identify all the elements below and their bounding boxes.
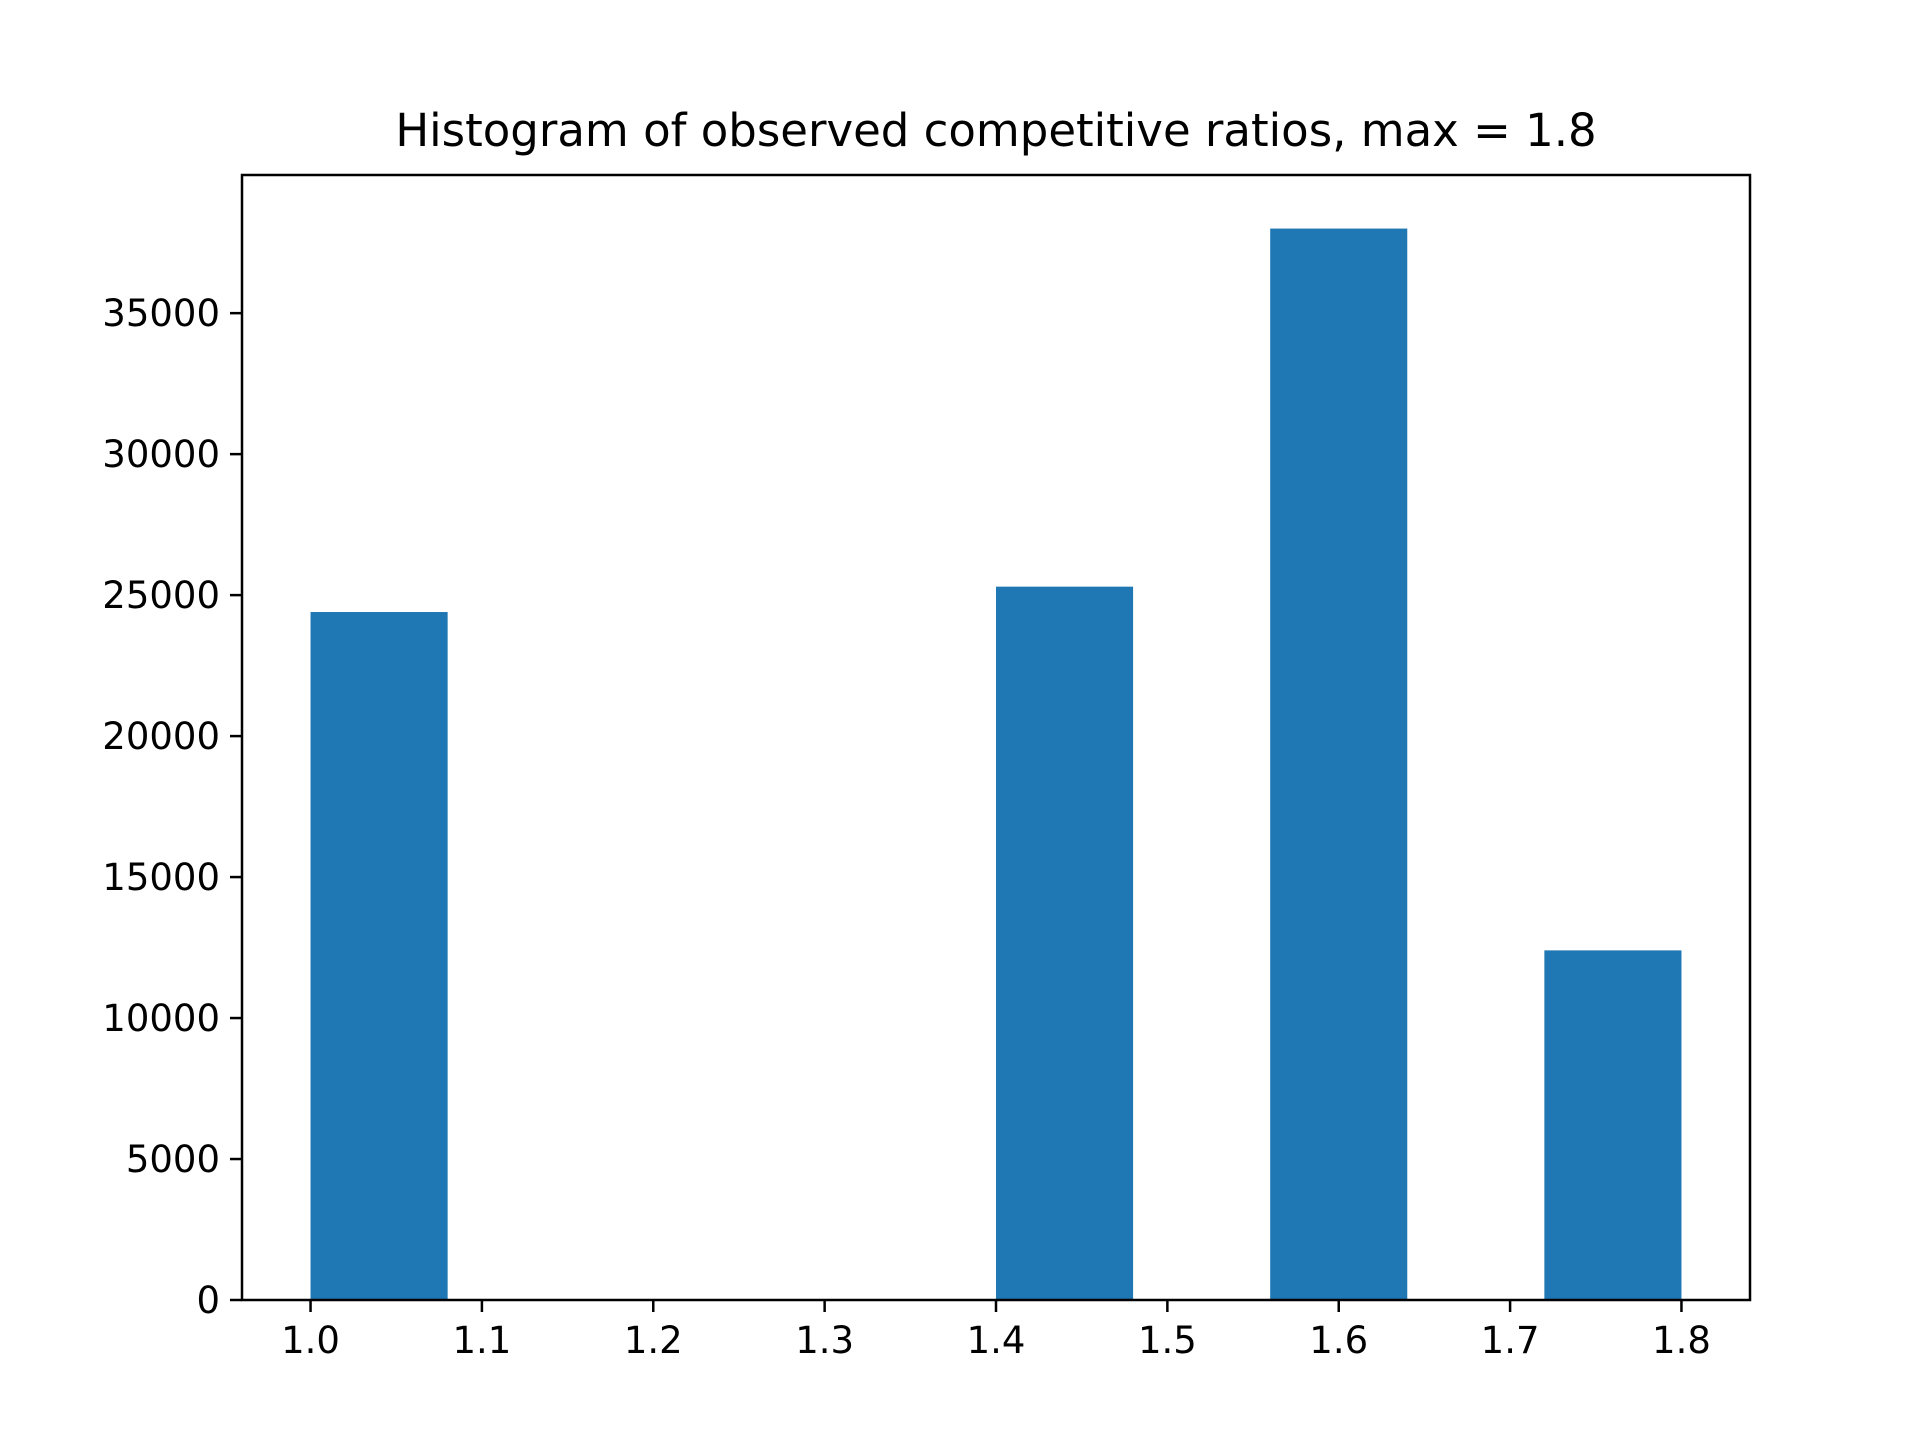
y-tick-label: 25000 (102, 574, 220, 617)
x-axis-ticks: 1.0 1.1 1.2 1.3 1.4 1.5 1.6 1.7 1.8 (281, 1300, 1711, 1362)
x-tick-label: 1.7 (1481, 1319, 1540, 1362)
y-tick-label: 5000 (126, 1138, 220, 1181)
x-tick-label: 1.8 (1652, 1319, 1711, 1362)
y-tick-label: 20000 (102, 715, 220, 758)
histogram-bar-7 (1270, 228, 1408, 1301)
x-tick-label: 1.6 (1309, 1319, 1368, 1362)
y-tick-label: 10000 (102, 997, 220, 1040)
x-tick-label: 1.0 (281, 1319, 340, 1362)
y-axis-ticks: 0 5000 10000 15000 20000 25000 30000 35000 (102, 292, 242, 1322)
x-tick-label: 1.5 (1138, 1319, 1197, 1362)
x-tick-label: 1.4 (967, 1319, 1026, 1362)
bars-group (310, 228, 1682, 1301)
y-tick-label: 30000 (102, 433, 220, 476)
histogram-bar-0 (310, 612, 448, 1300)
x-tick-label: 1.2 (624, 1319, 683, 1362)
histogram-bar-9 (1544, 950, 1682, 1300)
chart-title: Histogram of observed competitive ratios… (395, 104, 1596, 157)
x-tick-label: 1.3 (795, 1319, 854, 1362)
histogram-bar-5 (996, 586, 1134, 1300)
y-tick-label: 35000 (102, 292, 220, 335)
y-tick-label: 0 (196, 1279, 220, 1322)
y-tick-label: 15000 (102, 856, 220, 899)
x-tick-label: 1.1 (452, 1319, 511, 1362)
